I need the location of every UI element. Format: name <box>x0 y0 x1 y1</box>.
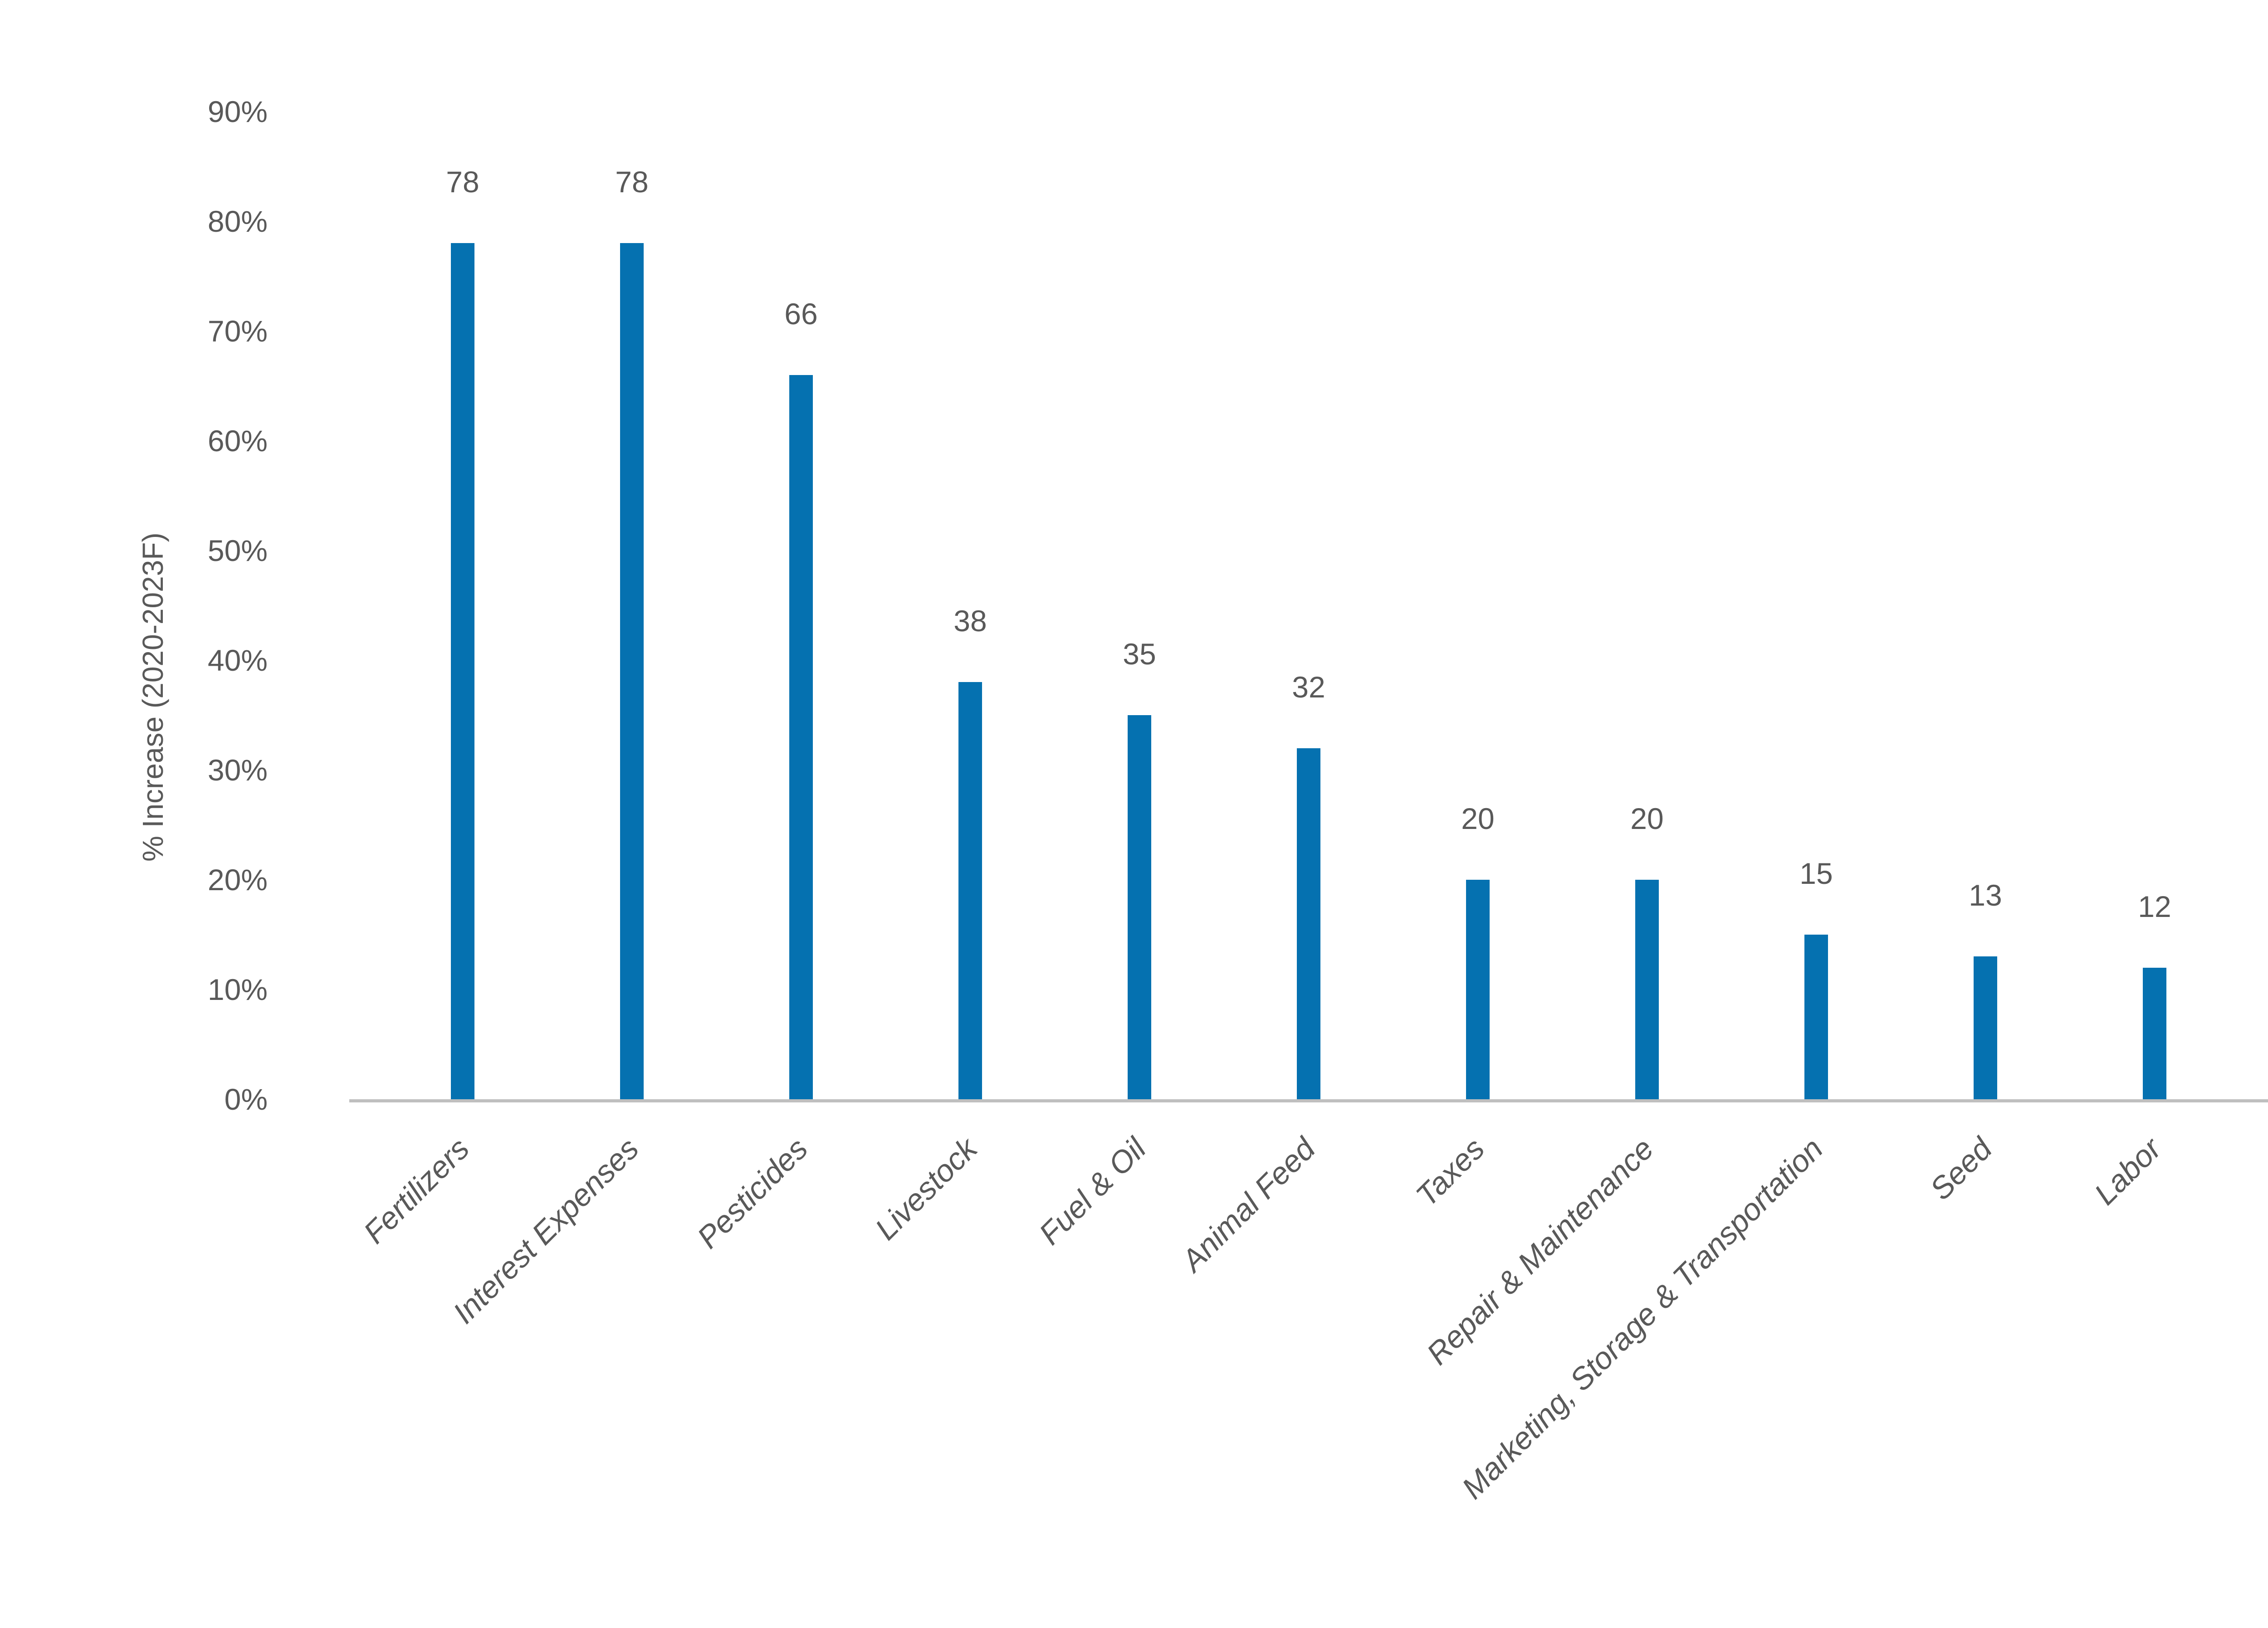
y-tick-label: 70% <box>207 314 268 348</box>
bar-value-label: 15 <box>1799 857 1833 890</box>
y-tick-label: 50% <box>207 534 268 567</box>
bar <box>789 375 813 1099</box>
bar <box>2143 967 2166 1099</box>
bar-value-label: 2 <box>2233 998 2268 1034</box>
bar-value-label: 35 <box>1123 637 1156 671</box>
bar <box>1974 956 1997 1099</box>
category-label: Taxes <box>1409 1131 1491 1213</box>
category-label: Fuel & Oil <box>1032 1131 1153 1252</box>
bar <box>958 682 982 1099</box>
y-tick-label: 10% <box>207 973 268 1006</box>
bar-value-label: 78 <box>446 165 479 199</box>
bar-value-label: 78 <box>615 165 649 199</box>
y-tick-label: 30% <box>207 753 268 787</box>
bar <box>620 243 644 1099</box>
y-tick-label: 90% <box>207 95 268 128</box>
category-label: Animal Feed <box>1175 1131 1322 1278</box>
category-label: Interest Expenses <box>446 1131 645 1331</box>
y-tick-label: 60% <box>207 424 268 458</box>
category-label: Marketing, Storage & Transportation <box>1455 1131 1830 1506</box>
category-label: Livestock <box>868 1131 984 1247</box>
bar <box>451 243 474 1099</box>
category-label: Labor <box>2087 1131 2168 1212</box>
bar <box>1128 715 1151 1099</box>
y-tick-label: 80% <box>207 205 268 238</box>
bar-value-label: 38 <box>953 604 987 638</box>
y-tick-label: 0% <box>224 1082 268 1116</box>
category-label: Rent <box>2267 1131 2268 1202</box>
category-label: Fertilizers <box>357 1131 476 1250</box>
category-label: Pesticides <box>690 1131 815 1255</box>
bar-value-label: 20 <box>1630 802 1664 835</box>
bar <box>1466 880 1490 1099</box>
bar-value-label: 13 <box>1969 878 2002 912</box>
bar-value-label: 32 <box>1292 670 1325 704</box>
y-tick-label: 20% <box>207 863 268 897</box>
bar <box>1297 748 1320 1099</box>
y-tick-label: 40% <box>207 643 268 677</box>
y-axis-title: % Increase (2020-2023F) <box>137 532 169 862</box>
bar-value-label: 66 <box>784 297 818 331</box>
bar <box>1635 880 1659 1099</box>
x-axis-line <box>349 1099 2268 1102</box>
bar-value-label: 20 <box>1461 802 1495 835</box>
category-label: Seed <box>1923 1131 1999 1207</box>
bar-value-label: 12 <box>2138 889 2171 923</box>
bar <box>1804 935 1828 1099</box>
